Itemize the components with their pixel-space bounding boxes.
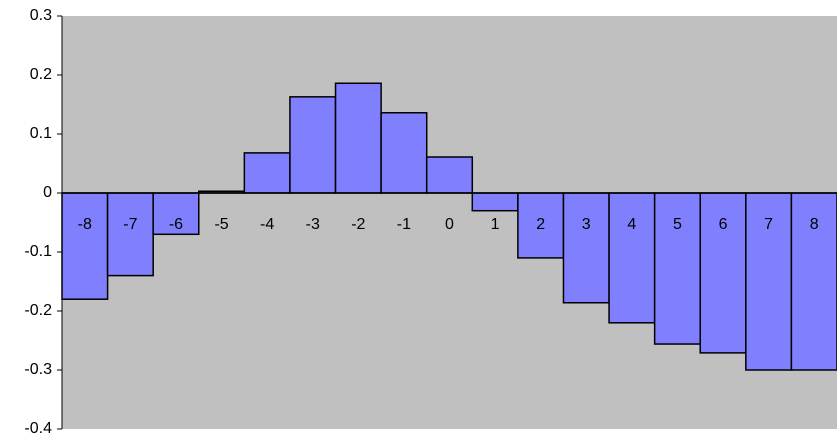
- y-tick-label: 0.3: [30, 7, 52, 24]
- x-tick-label: 4: [627, 216, 636, 233]
- x-tick-label: -6: [169, 216, 183, 233]
- bar: [106, 192, 154, 277]
- y-tick-label: 0: [43, 184, 52, 201]
- y-tick-label: 0.2: [30, 66, 52, 83]
- x-tick-label: -4: [260, 216, 274, 233]
- bar: [608, 192, 656, 324]
- x-tick-label: -2: [351, 216, 365, 233]
- x-tick-label: -8: [78, 216, 92, 233]
- bar: [471, 192, 519, 212]
- y-tick-label: -0.1: [24, 243, 52, 260]
- y-tick-label: -0.2: [24, 302, 52, 319]
- bar: [380, 112, 428, 194]
- x-tick-label: 6: [719, 216, 728, 233]
- x-tick-label: -5: [214, 216, 228, 233]
- bar: [425, 156, 474, 194]
- x-tick-label: 2: [536, 216, 545, 233]
- bar: [243, 152, 291, 194]
- x-tick-label: 3: [582, 216, 591, 233]
- bar: [152, 192, 200, 236]
- x-tick-label: -1: [397, 216, 411, 233]
- y-tick-label: -0.3: [24, 361, 52, 378]
- bar: [334, 82, 382, 194]
- x-tick-label: 8: [810, 216, 819, 233]
- bar: [289, 96, 337, 194]
- bar: [745, 192, 793, 371]
- x-tick-label: 5: [673, 216, 682, 233]
- bar: [562, 192, 610, 304]
- y-tick-label: -0.4: [24, 420, 52, 437]
- x-tick-label: 0: [445, 216, 454, 233]
- bar: [61, 192, 109, 300]
- y-tick-label: 0.1: [30, 125, 52, 142]
- x-tick-label: 1: [491, 216, 500, 233]
- x-tick-label: -3: [306, 216, 320, 233]
- x-tick-label: 7: [764, 216, 773, 233]
- x-tick-label: -7: [123, 216, 137, 233]
